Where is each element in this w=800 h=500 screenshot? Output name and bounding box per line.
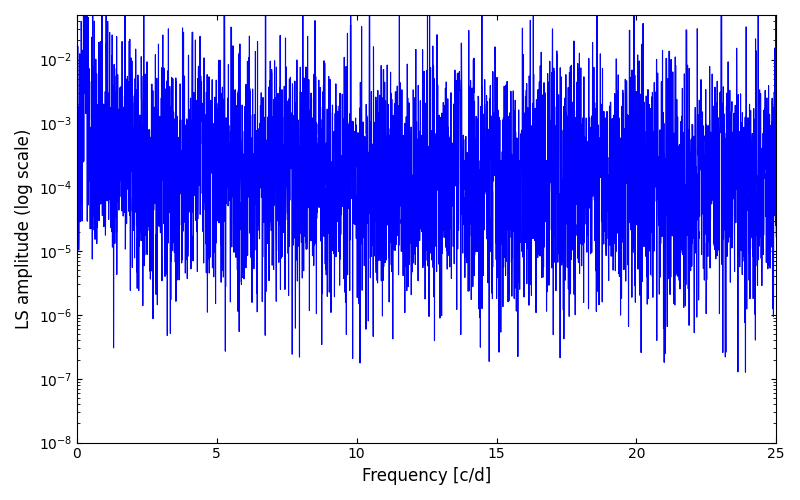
Y-axis label: LS amplitude (log scale): LS amplitude (log scale) xyxy=(15,128,33,329)
X-axis label: Frequency [c/d]: Frequency [c/d] xyxy=(362,467,491,485)
